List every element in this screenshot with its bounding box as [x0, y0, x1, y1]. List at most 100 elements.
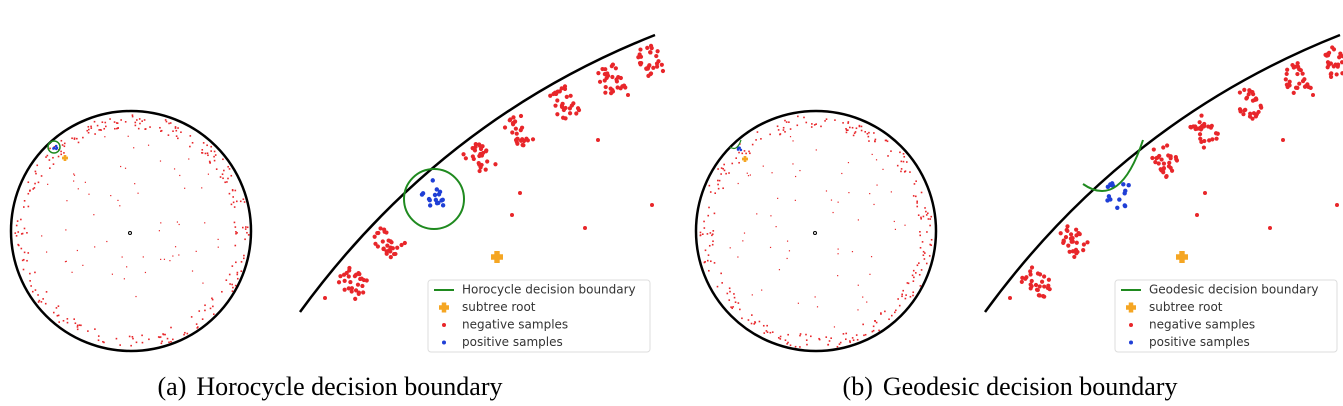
negative-sample — [222, 158, 224, 161]
positive-sample — [55, 147, 58, 151]
negative-sample — [227, 165, 229, 168]
negative-sample — [884, 310, 886, 313]
negative-sample — [73, 174, 76, 176]
negative-sample — [794, 199, 796, 201]
negative-sample — [703, 220, 705, 223]
negative-sample — [842, 333, 845, 335]
negative-sample — [212, 305, 214, 308]
legend-label: Horocycle decision boundary — [462, 283, 636, 297]
negative-sample — [204, 309, 206, 312]
negative-sample — [178, 254, 180, 256]
negative-sample — [927, 212, 929, 215]
negative-sample — [196, 327, 199, 329]
negative-sample — [906, 161, 908, 163]
negative-sample — [1331, 64, 1336, 69]
positive-sample — [739, 148, 743, 152]
negative-sample — [90, 125, 92, 128]
subtree-root — [1126, 302, 1136, 313]
negative-sample — [866, 301, 868, 303]
negative-sample — [60, 150, 62, 153]
negative-sample — [762, 165, 764, 167]
negative-sample — [1300, 71, 1305, 76]
negative-sample — [732, 306, 734, 308]
negative-sample — [867, 135, 870, 138]
negative-sample — [1287, 83, 1292, 88]
subtree-root — [62, 155, 68, 161]
negative-sample — [34, 271, 36, 274]
negative-sample — [103, 341, 105, 344]
negative-sample — [559, 103, 565, 108]
negative-sample — [144, 271, 147, 274]
negative-sample — [22, 268, 25, 271]
negative-sample — [173, 168, 176, 170]
negative-sample — [929, 243, 931, 246]
negative-sample — [901, 295, 903, 298]
negative-sample — [76, 328, 79, 331]
negative-sample — [900, 168, 903, 170]
negative-sample — [349, 286, 355, 291]
negative-sample — [1197, 132, 1203, 137]
negative-sample — [148, 338, 150, 341]
disc-boundary-zoom — [298, 33, 656, 313]
negative-sample — [561, 107, 566, 113]
negative-sample — [716, 285, 719, 288]
negative-sample — [167, 134, 170, 136]
negative-sample — [567, 111, 573, 116]
negative-sample — [920, 269, 923, 271]
negative-sample — [880, 312, 882, 314]
negative-sample — [168, 341, 170, 344]
positive-sample — [436, 200, 441, 206]
negative-sample — [230, 203, 233, 206]
negative-sample — [596, 71, 601, 76]
negative-sample — [1293, 64, 1298, 69]
subtree-root — [491, 251, 503, 263]
negative-sample — [232, 201, 235, 204]
negative-sample — [232, 286, 234, 289]
negative-sample — [123, 278, 125, 280]
negative-sample — [1066, 243, 1071, 248]
negative-sample — [80, 324, 82, 327]
negative-sample — [186, 332, 189, 335]
negative-sample — [135, 295, 137, 298]
negative-sample — [1061, 240, 1066, 246]
negative-sample — [234, 244, 237, 247]
negative-sample — [706, 233, 709, 235]
negative-sample — [206, 144, 208, 147]
negative-sample — [898, 304, 901, 307]
negative-sample — [765, 330, 768, 332]
negative-sample — [234, 226, 237, 228]
negative-sample — [747, 175, 750, 177]
negative-sample — [771, 331, 774, 333]
negative-sample — [649, 46, 654, 51]
negative-sample — [144, 128, 146, 130]
negative-sample — [388, 255, 393, 260]
negative-sample — [751, 143, 754, 146]
negative-sample — [1303, 84, 1308, 89]
legend-box — [427, 279, 651, 353]
disc-boundary — [9, 109, 253, 353]
negative-sample — [77, 141, 80, 144]
negative-sample — [110, 194, 112, 197]
negative-sample — [906, 282, 909, 284]
negative-sample — [853, 132, 856, 135]
negative-sample — [346, 274, 351, 279]
negative-sample — [1206, 124, 1211, 129]
negative-sample — [787, 341, 789, 344]
negative-sample — [1072, 254, 1077, 260]
negative-sample — [106, 240, 108, 243]
negative-sample — [721, 282, 723, 284]
negative-sample — [874, 140, 876, 143]
positive-sample — [427, 203, 433, 208]
negative-sample — [213, 155, 215, 158]
negative-sample — [832, 211, 834, 214]
caption: (a) Horocycle decision boundary — [158, 372, 503, 401]
negative-sample — [708, 269, 710, 272]
positive-sample — [430, 178, 435, 183]
negative-sample — [170, 340, 172, 343]
negative-sample — [1023, 276, 1028, 281]
negative-sample — [847, 122, 849, 124]
negative-sample — [1065, 224, 1070, 229]
negative-sample — [177, 137, 179, 140]
negative-sample — [1085, 240, 1090, 245]
